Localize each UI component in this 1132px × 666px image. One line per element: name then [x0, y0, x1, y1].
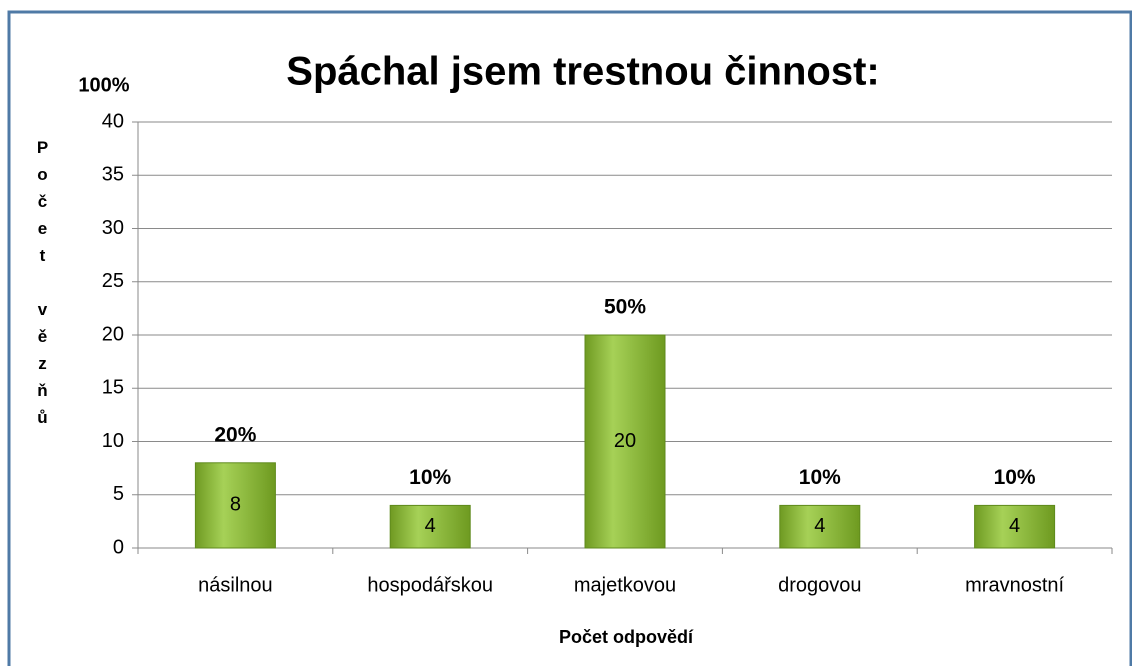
- bar: [194, 462, 276, 549]
- y-tick-label: 40: [102, 110, 124, 132]
- chart-title: Spáchal jsem trestnou činnost:: [286, 50, 879, 94]
- bar: [779, 504, 861, 549]
- percent-label: 10%: [799, 466, 841, 489]
- x-tick-label: mravnostní: [965, 574, 1064, 596]
- x-tick-label: hospodářskou: [367, 574, 493, 596]
- annotation: 100%: [78, 74, 129, 96]
- percent-label: 10%: [409, 466, 451, 489]
- value-label: 20: [614, 430, 636, 452]
- percent-label: 20%: [214, 423, 256, 446]
- y-tick-label: 25: [102, 270, 124, 292]
- bar: [974, 504, 1056, 549]
- x-tick-label: násilnou: [198, 574, 273, 596]
- bar: [584, 334, 666, 549]
- frame: [7, 10, 1132, 666]
- bar: [389, 504, 471, 549]
- x-tick-label: drogovou: [778, 574, 861, 596]
- value-label: 8: [230, 494, 241, 516]
- x-tick-label: majetkovou: [574, 574, 676, 596]
- y-tick-label: 10: [102, 430, 124, 452]
- y-tick-label: 30: [102, 217, 124, 239]
- x-axis-title: Počet odpovědí: [559, 627, 694, 647]
- value-label: 4: [814, 515, 825, 537]
- y-tick-label: 20: [102, 323, 124, 345]
- y-axis-title: Počet vězňů: [33, 138, 52, 435]
- percent-label: 50%: [604, 296, 646, 319]
- value-label: 4: [425, 515, 436, 537]
- y-tick-label: 0: [113, 536, 124, 558]
- percent-label: 10%: [994, 466, 1036, 489]
- y-tick-label: 15: [102, 377, 124, 399]
- y-tick-label: 35: [102, 164, 124, 186]
- y-tick-label: 5: [113, 483, 124, 505]
- value-label: 4: [1009, 515, 1020, 537]
